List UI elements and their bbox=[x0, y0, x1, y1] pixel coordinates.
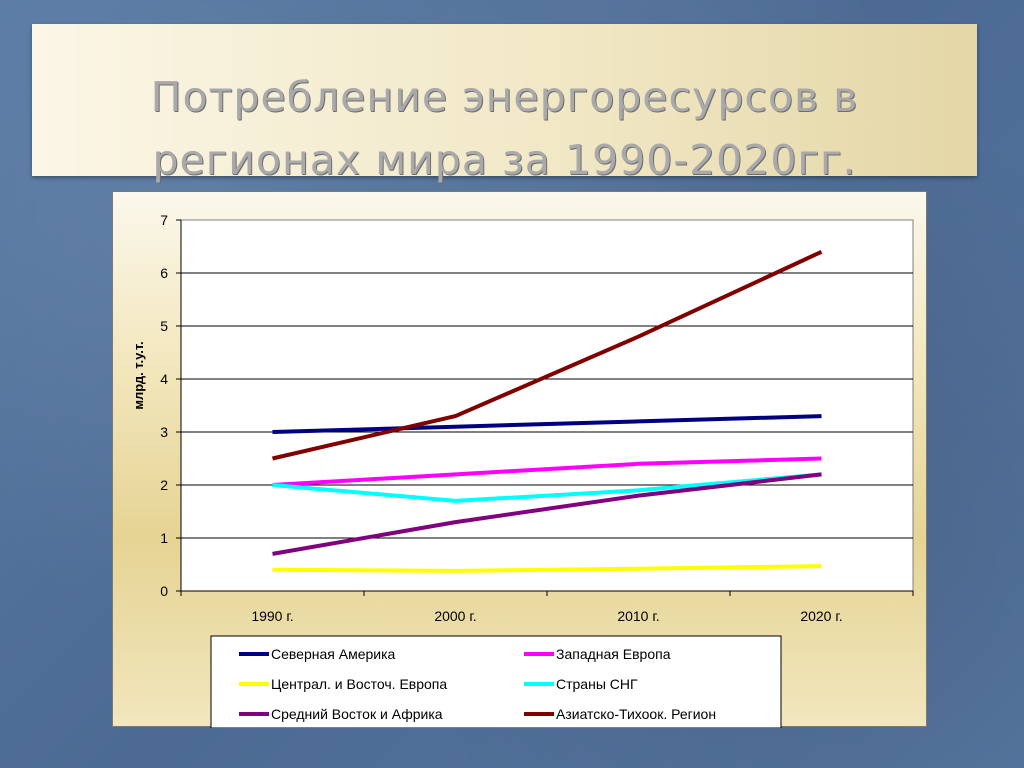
chart-frame: 0 1 2 3 4 5 6 7 1990 г. 2000 г. 2010 г. 2020 г. млрд… bbox=[112, 191, 927, 728]
title-box: Потребление энергоресурсов в регионах ми… bbox=[32, 24, 977, 184]
legend-label: Азиатско-Тихоок. Регион bbox=[556, 706, 716, 722]
y-tick-label: 2 bbox=[160, 477, 168, 493]
legend-label: Средний Восток и Африка bbox=[271, 706, 443, 722]
x-tick-label: 2010 г. bbox=[617, 608, 659, 624]
series-line bbox=[272, 414, 822, 434]
series-line bbox=[272, 472, 822, 556]
x-tick-label: 2020 г. bbox=[800, 608, 842, 624]
series-line bbox=[272, 249, 823, 461]
series-line bbox=[272, 564, 822, 573]
y-tick-label: 6 bbox=[160, 265, 168, 281]
legend-box bbox=[210, 635, 782, 728]
y-tick-label: 0 bbox=[160, 583, 168, 599]
y-tick-label: 3 bbox=[160, 424, 168, 440]
x-tick-label: 1990 г. bbox=[251, 608, 293, 624]
legend-label: Западная Европа bbox=[556, 646, 671, 662]
slide-title: Потребление энергоресурсов в регионах ми… bbox=[150, 73, 859, 184]
x-tick-label: 2000 г. bbox=[434, 608, 476, 624]
series-line bbox=[272, 456, 822, 487]
y-tick-label: 4 bbox=[160, 371, 168, 387]
series-line bbox=[272, 472, 822, 503]
y-tick-label: 7 bbox=[160, 212, 168, 228]
y-tick-label: 5 bbox=[160, 318, 168, 334]
legend-label: Страны СНГ bbox=[556, 676, 638, 692]
line-chart: 0 1 2 3 4 5 6 7 1990 г. 2000 г. 2010 г. 2020 г. млрд… bbox=[131, 212, 914, 728]
legend-label: Централ. и Восточ. Европа bbox=[271, 676, 447, 692]
y-axis-label: млрд. т.у.т. bbox=[131, 341, 146, 409]
y-tick-label: 1 bbox=[160, 530, 168, 546]
plot-area bbox=[180, 219, 914, 592]
legend-label: Северная Америка bbox=[271, 646, 396, 662]
